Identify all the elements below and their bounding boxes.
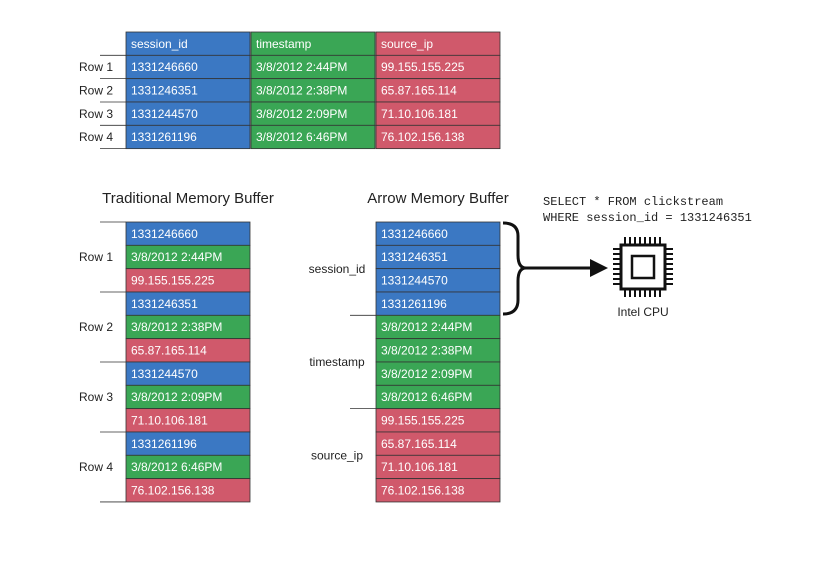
row-label: Row 4 [79, 130, 113, 144]
cpu-label: Intel CPU [617, 305, 668, 319]
cell-text: 1331244570 [131, 367, 198, 381]
cell-text: 65.87.165.114 [381, 437, 457, 451]
cell-text: 1331246660 [131, 227, 198, 241]
row-label: Row 3 [79, 390, 113, 404]
cell-text: timestamp [256, 37, 312, 51]
cell-text: 65.87.165.114 [131, 343, 207, 357]
cell-text: 99.155.155.225 [381, 60, 465, 74]
arrow-title: Arrow Memory Buffer [367, 190, 508, 207]
cpu-icon [613, 237, 673, 297]
row-label: Row 2 [79, 320, 113, 334]
cell-text: 1331244570 [381, 273, 448, 287]
cell [375, 124, 501, 150]
column-label: timestamp [309, 355, 365, 369]
cell-text: 3/8/2012 2:38PM [381, 343, 472, 357]
cell-text: 3/8/2012 2:38PM [131, 320, 222, 334]
row-label: Row 4 [79, 460, 113, 474]
cell-text: 76.102.156.138 [381, 483, 465, 497]
cell-text: 76.102.156.138 [381, 130, 465, 144]
cell-text: 1331246351 [131, 297, 198, 311]
cell-text: source_ip [381, 37, 433, 51]
row-label: Row 3 [79, 107, 113, 121]
cell-text: 3/8/2012 6:46PM [256, 130, 347, 144]
cell-text: 3/8/2012 2:44PM [131, 250, 222, 264]
cell-text: 1331244570 [131, 107, 198, 121]
cell-text: 76.102.156.138 [131, 483, 215, 497]
cell-text: 1331261196 [131, 437, 197, 451]
row-label: Row 1 [79, 60, 113, 74]
cell-text: 71.10.106.181 [131, 413, 208, 427]
cell [250, 124, 376, 150]
cell-text: 1331246351 [131, 83, 198, 97]
row-label: Row 2 [79, 83, 113, 97]
cell-text: 71.10.106.181 [381, 107, 458, 121]
cell-text: 99.155.155.225 [131, 273, 215, 287]
query-line: SELECT * FROM clickstream [543, 195, 723, 209]
cell-text: 1331246660 [131, 60, 198, 74]
brace [502, 221, 527, 316]
cell-text: 3/8/2012 2:38PM [256, 83, 347, 97]
traditional-title: Traditional Memory Buffer [102, 190, 274, 207]
query-line: WHERE session_id = 1331246351 [543, 211, 752, 225]
column-label: source_ip [311, 448, 363, 462]
cell-text: 3/8/2012 2:09PM [131, 390, 222, 404]
row-label: Row 1 [79, 250, 113, 264]
cell [125, 124, 251, 150]
cell-text: 65.87.165.114 [381, 83, 457, 97]
column-label: session_id [309, 262, 366, 276]
cell-text: 3/8/2012 2:09PM [256, 107, 347, 121]
cell-text: 3/8/2012 6:46PM [131, 460, 222, 474]
cell-text: 3/8/2012 2:09PM [381, 367, 472, 381]
cell-text: 99.155.155.225 [381, 413, 465, 427]
cell-text: 71.10.106.181 [381, 460, 458, 474]
arrow-head [590, 259, 608, 277]
cell-text: 1331246351 [381, 250, 448, 264]
cell-text: 1331261196 [381, 297, 447, 311]
cell-text: 3/8/2012 6:46PM [381, 390, 472, 404]
cell [375, 478, 501, 503]
cell [125, 478, 251, 503]
cell-text: 1331246660 [381, 227, 448, 241]
cell-text: 3/8/2012 2:44PM [256, 60, 347, 74]
cell-text: 1331261196 [131, 130, 197, 144]
cell-text: session_id [131, 37, 188, 51]
cell-text: 3/8/2012 2:44PM [381, 320, 472, 334]
